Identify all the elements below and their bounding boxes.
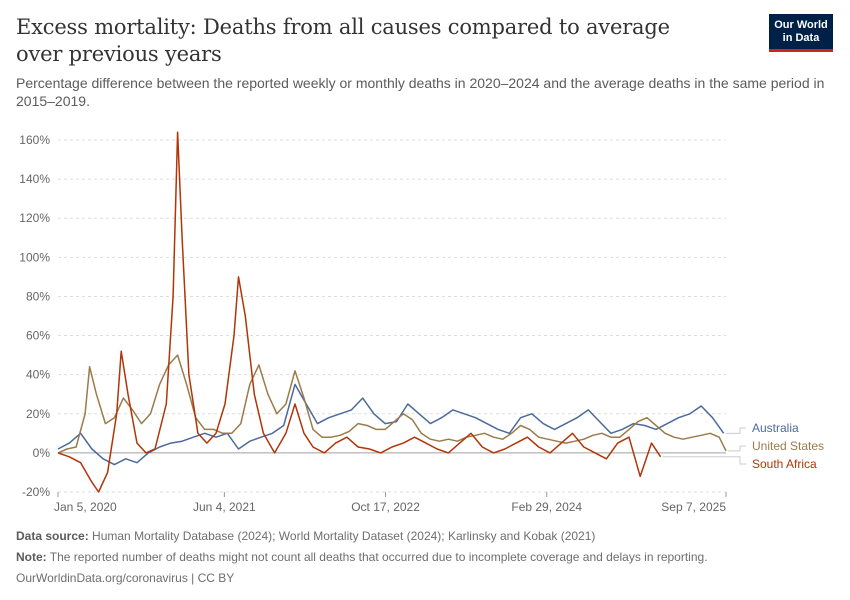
y-tick-label: 60% — [26, 329, 50, 343]
x-tick-label: Feb 29, 2024 — [511, 500, 582, 514]
series-label-united-states[interactable]: United States — [752, 439, 824, 453]
note-line: Note: The reported number of deaths migh… — [16, 549, 708, 565]
data-source-text: Human Mortality Database (2024); World M… — [92, 529, 596, 543]
note-text: The reported number of deaths might not … — [49, 550, 708, 564]
x-axis-tick-labels: Jan 5, 2020 Jun 4, 2021 Oct 17, 2022 Feb 29… — [54, 492, 727, 514]
note-label: Note: — [16, 550, 47, 564]
logo-line-2: in Data — [782, 32, 820, 44]
series-label-connector — [725, 427, 746, 434]
series-label-connector — [662, 456, 746, 465]
grid-layer — [58, 139, 726, 493]
logo-line-1: Our World — [774, 19, 828, 31]
series-line-united-states[interactable] — [57, 354, 727, 454]
y-tick-label: 20% — [26, 407, 50, 421]
chart-title: Excess mortality: Deaths from all causes… — [16, 15, 670, 66]
y-tick-label: 80% — [26, 289, 50, 303]
y-tick-label: 160% — [19, 133, 50, 147]
x-tick-label: Oct 17, 2022 — [351, 500, 420, 514]
owid-logo[interactable]: Our World in Data — [769, 14, 833, 52]
y-tick-label: 40% — [26, 368, 50, 382]
y-axis-tick-labels: -20% 0% 20% 40% 60% 80% 100% 120% 140% 160% — [19, 133, 50, 499]
data-source-line: Data source: Human Mortality Database (2… — [16, 528, 595, 544]
x-tick-label: Sep 7, 2025 — [661, 500, 726, 514]
series-line-australia[interactable] — [57, 383, 725, 466]
excess-mortality-chart: -20% 0% 20% 40% 60% 80% 100% 120% 140% 160% Jan 5… — [19, 131, 824, 514]
series-line-south-africa[interactable] — [57, 131, 662, 493]
x-tick-label: Jan 5, 2020 — [54, 500, 117, 514]
series-labels: Australia United States South Africa — [662, 421, 824, 471]
y-tick-label: 100% — [19, 250, 50, 264]
y-tick-label: 0% — [33, 446, 51, 460]
chart-subtitle: Percentage difference between the report… — [16, 75, 825, 109]
data-source-label: Data source: — [16, 529, 89, 543]
y-tick-label: 140% — [19, 172, 50, 186]
series-label-south-africa[interactable]: South Africa — [752, 457, 817, 471]
series-label-australia[interactable]: Australia — [752, 421, 799, 435]
y-tick-label: 120% — [19, 211, 50, 225]
credit-line: OurWorldinData.org/coronavirus | CC BY — [16, 571, 235, 585]
series-layer — [57, 131, 727, 493]
series-label-connector — [728, 445, 746, 452]
y-tick-label: -20% — [22, 485, 50, 499]
x-tick-label: Jun 4, 2021 — [193, 500, 256, 514]
